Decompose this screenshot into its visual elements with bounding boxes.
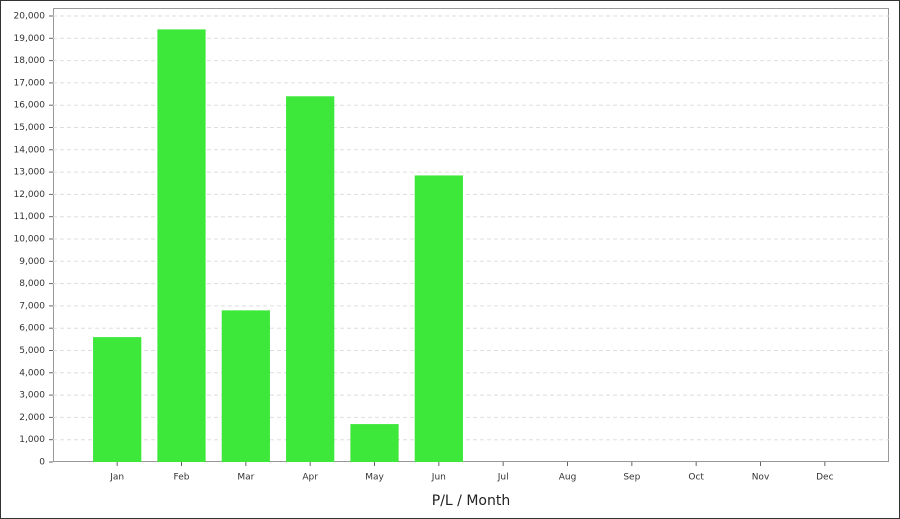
bar [93,337,142,462]
bar [157,29,206,462]
y-tick-label: 6,000 [19,324,45,334]
x-tick-label: Oct [688,473,704,483]
y-tick-label: 18,000 [14,56,46,66]
y-tick-label: 10,000 [14,235,46,245]
x-tick-label: Apr [302,473,318,483]
y-tick-label: 4,000 [19,368,45,378]
x-axis-title: P/L / Month [432,493,510,509]
y-tick-label: 11,000 [14,212,46,222]
y-tick-label: 19,000 [14,34,46,44]
y-tick-label: 5,000 [19,346,45,356]
y-tick-label: 9,000 [19,257,45,267]
bar [286,96,335,462]
y-tick-label: 0 [39,458,45,468]
y-tick-label: 14,000 [14,145,46,155]
x-tick-label: Mar [237,473,254,483]
x-tick-label: Sep [623,473,640,483]
y-tick-label: 16,000 [14,101,46,111]
bar [414,175,463,462]
x-tick-label: Jun [431,473,446,483]
x-tick-label: May [365,473,384,483]
x-tick-label: Jul [497,473,509,483]
y-tick-label: 2,000 [19,413,45,423]
y-tick-label: 8,000 [19,279,45,289]
bar [350,424,399,462]
y-tick-label: 20,000 [14,12,46,22]
y-tick-label: 3,000 [19,391,45,401]
y-tick-label: 7,000 [19,301,45,311]
y-tick-label: 12,000 [14,190,46,200]
bar [221,310,270,462]
y-tick-label: 15,000 [14,123,46,133]
y-tick-label: 1,000 [19,435,45,445]
x-tick-label: Dec [816,473,833,483]
x-tick-label: Jan [109,473,124,483]
y-tick-label: 13,000 [14,168,46,178]
y-tick-label: 17,000 [14,78,46,88]
x-tick-label: Nov [752,473,770,483]
x-tick-label: Aug [559,473,577,483]
x-tick-label: Feb [174,473,190,483]
